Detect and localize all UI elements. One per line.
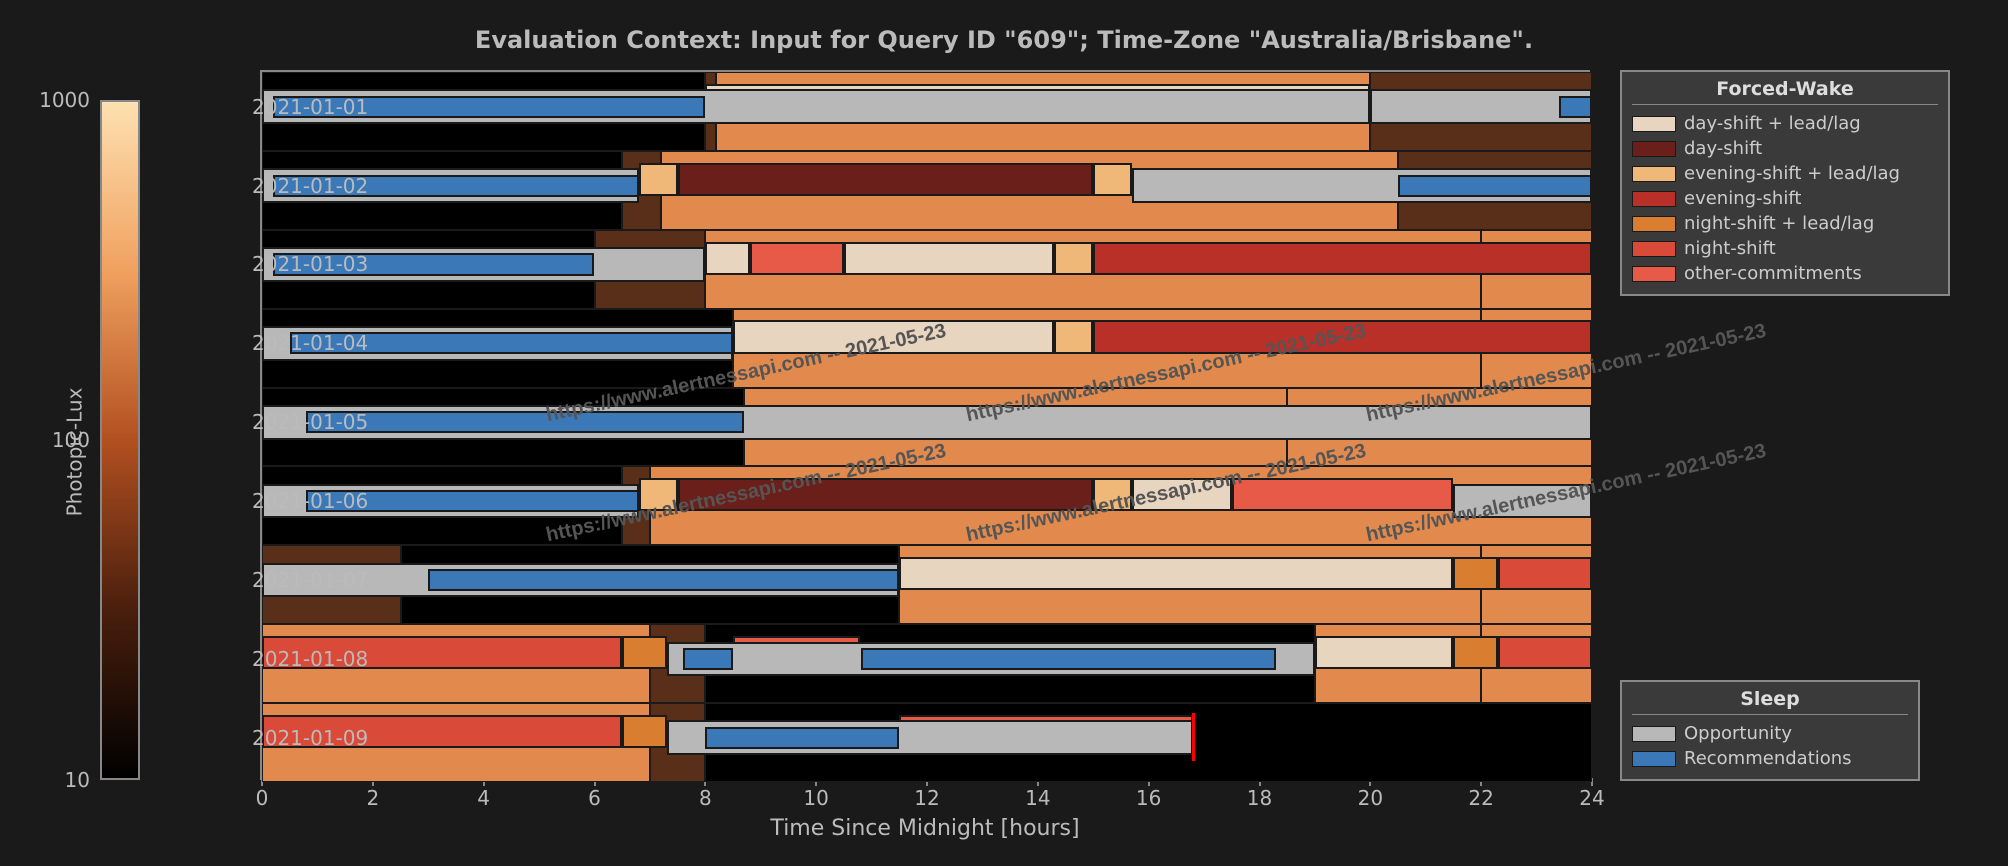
sleep-recommendation-bar [1559,96,1592,118]
sleep-recommendation-bar [861,648,1277,670]
colorbar: Photopic-Lux 100010010 [100,100,140,780]
sleep-recommendation-bar [1398,175,1592,197]
legend-swatch [1632,241,1676,257]
forced-wake-bar [622,636,666,669]
legend-swatch [1632,141,1676,157]
forced-wake-bar [1453,557,1497,590]
legend-swatch [1632,726,1676,742]
forced-wake-bar [1453,636,1497,669]
legend-item: Opportunity [1632,721,1908,746]
x-tick-label: 2 [366,786,379,810]
x-tick-label: 10 [803,786,828,810]
colorbar-label: Photopic-Lux [62,388,86,517]
legend-item: evening-shift [1632,186,1938,211]
forced-wake-bar [1232,478,1454,511]
legend-label: other-commitments [1684,263,1862,284]
forced-wake-bar [1498,557,1592,590]
legend-item: day-shift + lead/lag [1632,111,1938,136]
x-tick-label: 18 [1247,786,1272,810]
day-row [262,624,1588,703]
x-tick-label: 0 [256,786,269,810]
x-tick-label: 6 [588,786,601,810]
x-tick-label: 4 [477,786,490,810]
forced-wake-bar [1315,636,1454,669]
day-row [262,230,1588,309]
legend-swatch [1632,116,1676,132]
legend-swatch [1632,751,1676,767]
colorbar-gradient [100,100,140,780]
forced-wake-bar [639,163,678,196]
end-marker [1192,713,1195,762]
sleep-opportunity-bar [1453,484,1592,519]
day-row [262,72,1588,151]
x-tick-label: 8 [699,786,712,810]
legend-label: night-shift + lead/lag [1684,213,1874,234]
forced-wake-bar [678,478,1094,511]
colorbar-tick: 1000 [39,88,90,112]
legend-swatch [1632,266,1676,282]
forced-wake-bar [844,242,1055,275]
day-row [262,466,1588,545]
day-row [262,151,1588,230]
legend-item: other-commitments [1632,261,1938,286]
chart-title: Evaluation Context: Input for Query ID "… [0,26,2008,54]
legend-item: night-shift [1632,236,1938,261]
forced-wake-bar [1093,163,1132,196]
forced-wake-bar [1054,320,1093,353]
day-row [262,545,1588,624]
legend-title: Sleep [1632,688,1908,715]
forced-wake-bar [622,715,666,748]
chart-frame: Evaluation Context: Input for Query ID "… [0,0,2008,866]
forced-wake-bar [678,163,1094,196]
forced-wake-bar [1093,242,1592,275]
x-tick-label: 20 [1358,786,1383,810]
x-tick-label: 24 [1579,786,1604,810]
legend-item: Recommendations [1632,746,1908,771]
day-row [262,309,1588,388]
legend-label: night-shift [1684,238,1776,259]
legend-label: evening-shift [1684,188,1801,209]
sleep-recommendation-bar [683,648,733,670]
legend-swatch [1632,191,1676,207]
x-tick-label: 14 [1025,786,1050,810]
x-tick-label: 16 [1136,786,1161,810]
legend-item: night-shift + lead/lag [1632,211,1938,236]
sleep-recommendation-bar [705,727,899,749]
legend-label: evening-shift + lead/lag [1684,163,1900,184]
forced-wake-bar [639,478,678,511]
legend-label: day-shift [1684,138,1762,159]
colorbar-tick: 100 [52,428,90,452]
legend-sleep: Sleep Opportunity Recommendations [1620,680,1920,781]
sleep-recommendation-bar [306,411,744,433]
colorbar-tick: 10 [65,768,90,792]
forced-wake-bar [705,242,749,275]
gantt-plot: Time Since Midnight [hours] 024681012141… [260,70,1590,780]
forced-wake-bar [899,557,1453,590]
x-axis-label: Time Since Midnight [hours] [770,816,1079,841]
legend-swatch [1632,166,1676,182]
sleep-recommendation-bar [428,569,899,591]
legend-item: day-shift [1632,136,1938,161]
forced-wake-bar [733,320,1054,353]
legend-forced-wake: Forced-Wake day-shift + lead/lag day-shif… [1620,70,1950,296]
legend-item: evening-shift + lead/lag [1632,161,1938,186]
day-row [262,388,1588,467]
forced-wake-bar [1054,242,1093,275]
legend-label: Opportunity [1684,723,1792,744]
forced-wake-bar [1093,320,1592,353]
legend-title: Forced-Wake [1632,78,1938,105]
legend-label: Recommendations [1684,748,1852,769]
forced-wake-bar [1132,478,1232,511]
forced-wake-bar [750,242,844,275]
x-tick-label: 12 [914,786,939,810]
legend-label: day-shift + lead/lag [1684,113,1861,134]
forced-wake-bar [1498,636,1592,669]
day-row [262,703,1588,782]
x-tick-label: 22 [1468,786,1493,810]
forced-wake-bar [1093,478,1132,511]
legend-swatch [1632,216,1676,232]
